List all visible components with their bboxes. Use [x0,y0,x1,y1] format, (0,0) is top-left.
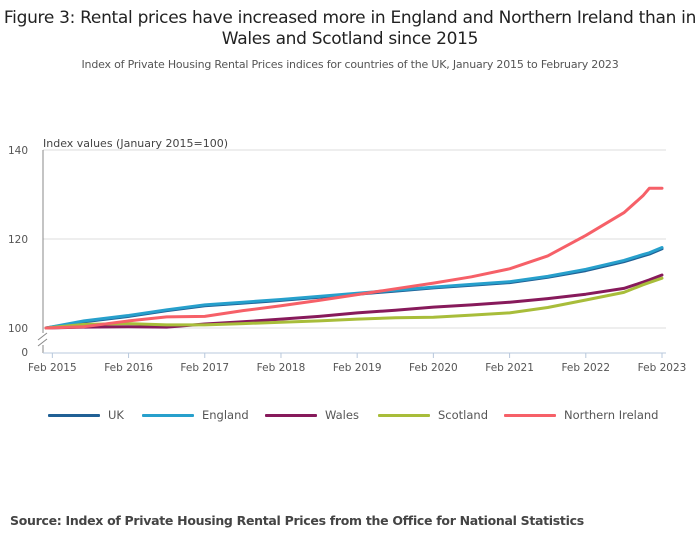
y-tick-label: 0 [21,347,28,359]
legend-swatch [378,413,430,417]
series-line-wales [44,273,664,330]
series-line-northern-ireland [44,186,664,330]
x-tick-label: Feb 2021 [485,362,534,374]
y-axis-label: Index values (January 2015=100) [43,137,228,150]
axis-break-mark [37,338,48,347]
legend-item-northern-ireland[interactable]: Northern Ireland [504,408,658,422]
legend-item-uk[interactable]: UK [48,408,124,422]
axes [37,150,666,354]
legend-item-scotland[interactable]: Scotland [378,408,488,422]
y-tick-label: 120 [8,234,28,246]
legend-label: Scotland [438,408,488,422]
x-tick-label: Feb 2017 [180,362,229,374]
source-note: Source: Index of Private Housing Rental … [10,513,584,528]
legend-swatch [504,413,556,417]
legend-label: Northern Ireland [564,408,659,422]
legend-item-wales[interactable]: Wales [265,408,359,422]
x-tick-label: Feb 2023 [638,362,687,374]
chart-subtitle: Index of Private Housing Rental Prices i… [81,58,619,71]
x-tick-label: Feb 2019 [333,362,382,374]
legend-swatch [142,413,194,417]
x-tick-label: Feb 2016 [104,362,153,374]
legend-label: England [202,408,249,422]
legend-label: UK [108,408,124,422]
legend-swatch [48,413,100,417]
x-tick-label: Feb 2020 [409,362,458,374]
series-line-uk [44,247,664,330]
y-axis-ticks: 140 120 100 0 [8,145,28,359]
chart-title: Figure 3: Rental prices have increased m… [3,8,697,49]
axis-break-mark [37,332,48,341]
series-lines [44,186,664,330]
x-tick-label: Feb 2015 [28,362,77,374]
series-line-scotland [44,276,664,330]
x-tick-label: Feb 2022 [561,362,610,374]
legend-label: Wales [325,408,359,422]
x-axis-ticks: Feb 2015 Feb 2016 Feb 2017 Feb 2018 Feb 2019… [28,353,686,374]
x-tick-label: Feb 2018 [257,362,306,374]
legend: UK England Wales Scotland Northern Ireland [0,408,700,426]
y-tick-label: 140 [8,145,28,157]
y-tick-label: 100 [8,323,28,335]
legend-item-england[interactable]: England [142,408,249,422]
legend-swatch [265,413,317,417]
